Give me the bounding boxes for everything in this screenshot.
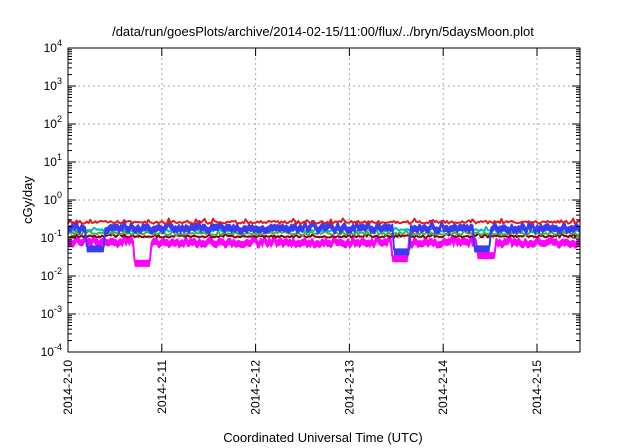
- grid: [68, 48, 580, 352]
- series-line: [67, 234, 581, 262]
- series-line: [67, 229, 581, 236]
- y-tick-label: 103: [44, 76, 62, 93]
- series-band: [68, 220, 580, 256]
- x-tick-label: 2014-2-11: [155, 360, 169, 414]
- y-tick-label: 10-3: [41, 304, 62, 321]
- series-layer: [67, 217, 581, 267]
- x-axis: 2014-2-10 2014-2-11 2014-2-12 2014-2-13 2014…: [61, 48, 544, 415]
- y-tick-label: 101: [44, 152, 62, 169]
- x-tick-label: 2014-2-15: [530, 360, 544, 415]
- y-tick-label: 104: [44, 38, 62, 55]
- x-tick-label: 2014-2-13: [342, 360, 356, 415]
- y-tick-label: 102: [44, 114, 62, 131]
- chart-title: /data/run/goesPlots/archive/2014-02-15/1…: [112, 24, 534, 39]
- y-tick-label: 10-2: [41, 266, 62, 283]
- series-band: [68, 235, 580, 267]
- y-axis: 104 103 102 101 100 10-1 10-2 10-3 10-4: [41, 38, 580, 359]
- y-tick-label: 10-4: [41, 342, 62, 359]
- x-tick-label: 2014-2-10: [61, 360, 75, 415]
- y-tick-label: 100: [44, 190, 62, 207]
- series-line: [67, 232, 581, 239]
- x-axis-label: Coordinated Universal Time (UTC): [223, 430, 422, 445]
- series-line: [67, 217, 581, 225]
- y-axis-label: cGy/day: [20, 176, 35, 224]
- x-tick-label: 2014-2-14: [436, 360, 450, 415]
- series-line: [67, 219, 581, 251]
- y-tick-label: 10-1: [41, 228, 62, 245]
- x-tick-label: 2014-2-12: [249, 360, 263, 415]
